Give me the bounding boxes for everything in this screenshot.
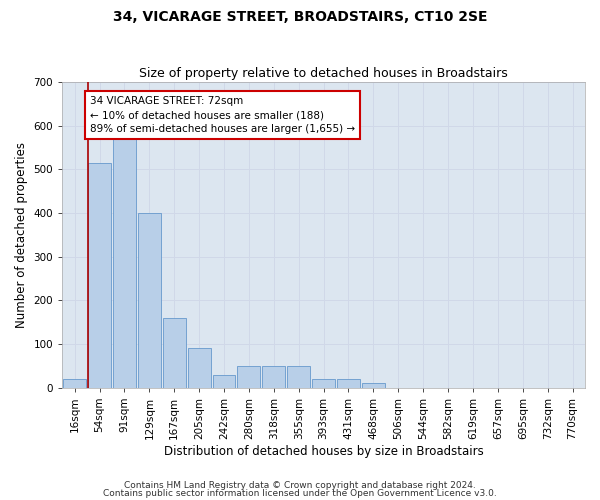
Bar xyxy=(362,384,385,388)
Bar xyxy=(312,379,335,388)
Bar xyxy=(163,318,185,388)
Bar xyxy=(138,213,161,388)
Bar xyxy=(212,374,235,388)
X-axis label: Distribution of detached houses by size in Broadstairs: Distribution of detached houses by size … xyxy=(164,444,484,458)
Bar xyxy=(188,348,211,388)
Text: 34 VICARAGE STREET: 72sqm
← 10% of detached houses are smaller (188)
89% of semi: 34 VICARAGE STREET: 72sqm ← 10% of detac… xyxy=(90,96,355,134)
Text: Contains HM Land Registry data © Crown copyright and database right 2024.: Contains HM Land Registry data © Crown c… xyxy=(124,481,476,490)
Bar xyxy=(113,136,136,388)
Bar xyxy=(63,379,86,388)
Bar xyxy=(88,163,111,388)
Bar xyxy=(262,366,285,388)
Text: Contains public sector information licensed under the Open Government Licence v3: Contains public sector information licen… xyxy=(103,488,497,498)
Y-axis label: Number of detached properties: Number of detached properties xyxy=(15,142,28,328)
Bar xyxy=(337,379,360,388)
Title: Size of property relative to detached houses in Broadstairs: Size of property relative to detached ho… xyxy=(139,66,508,80)
Bar xyxy=(287,366,310,388)
Text: 34, VICARAGE STREET, BROADSTAIRS, CT10 2SE: 34, VICARAGE STREET, BROADSTAIRS, CT10 2… xyxy=(113,10,487,24)
Bar xyxy=(238,366,260,388)
